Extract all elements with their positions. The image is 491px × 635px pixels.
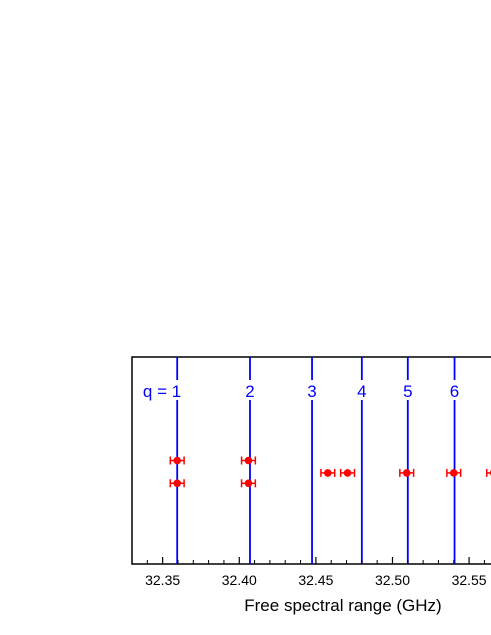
- mode-label-5: 5: [403, 382, 412, 401]
- x-tick-label-5: 32.55: [452, 572, 487, 588]
- x-axis-tick-labels: 32.35 32.40 32.45 32.50 32.55: [145, 572, 487, 588]
- x-axis-title: Free spectral range (GHz): [244, 596, 441, 615]
- data-point-8: [449, 469, 458, 477]
- mode-label-6: 6: [450, 382, 459, 401]
- mode-label-1: q = 1: [143, 382, 181, 401]
- data-point-4: [244, 479, 253, 488]
- mode-lines: [176, 357, 456, 564]
- mode-label-4: 4: [357, 382, 366, 401]
- data-point-7: [402, 469, 411, 477]
- data-point-5: [324, 469, 332, 477]
- mode-label-2: 2: [245, 382, 254, 401]
- data-point-2: [173, 479, 182, 488]
- mode-label-bg-3: [303, 380, 322, 400]
- data-point-3: [244, 456, 253, 465]
- mode-label-bg-6: [445, 380, 464, 400]
- x-tick-label-4: 32.50: [375, 572, 410, 588]
- x-axis-ticks: [131, 557, 485, 564]
- mode-label-3: 3: [307, 382, 316, 401]
- x-tick-label-1: 32.35: [145, 572, 180, 588]
- mode-label-bg-1: [138, 380, 184, 400]
- data-point-1: [173, 456, 182, 465]
- mode-label-bg-2: [240, 380, 259, 400]
- plot-frame: [131, 356, 491, 565]
- mode-labels: q = 1234567: [138, 380, 491, 401]
- x-tick-label-3: 32.45: [298, 572, 333, 588]
- data-point-6: [343, 469, 352, 477]
- x-tick-label-2: 32.40: [222, 572, 257, 588]
- mode-label-bg-4: [352, 380, 371, 400]
- data-points: [169, 456, 491, 488]
- mode-label-bg-5: [398, 380, 417, 400]
